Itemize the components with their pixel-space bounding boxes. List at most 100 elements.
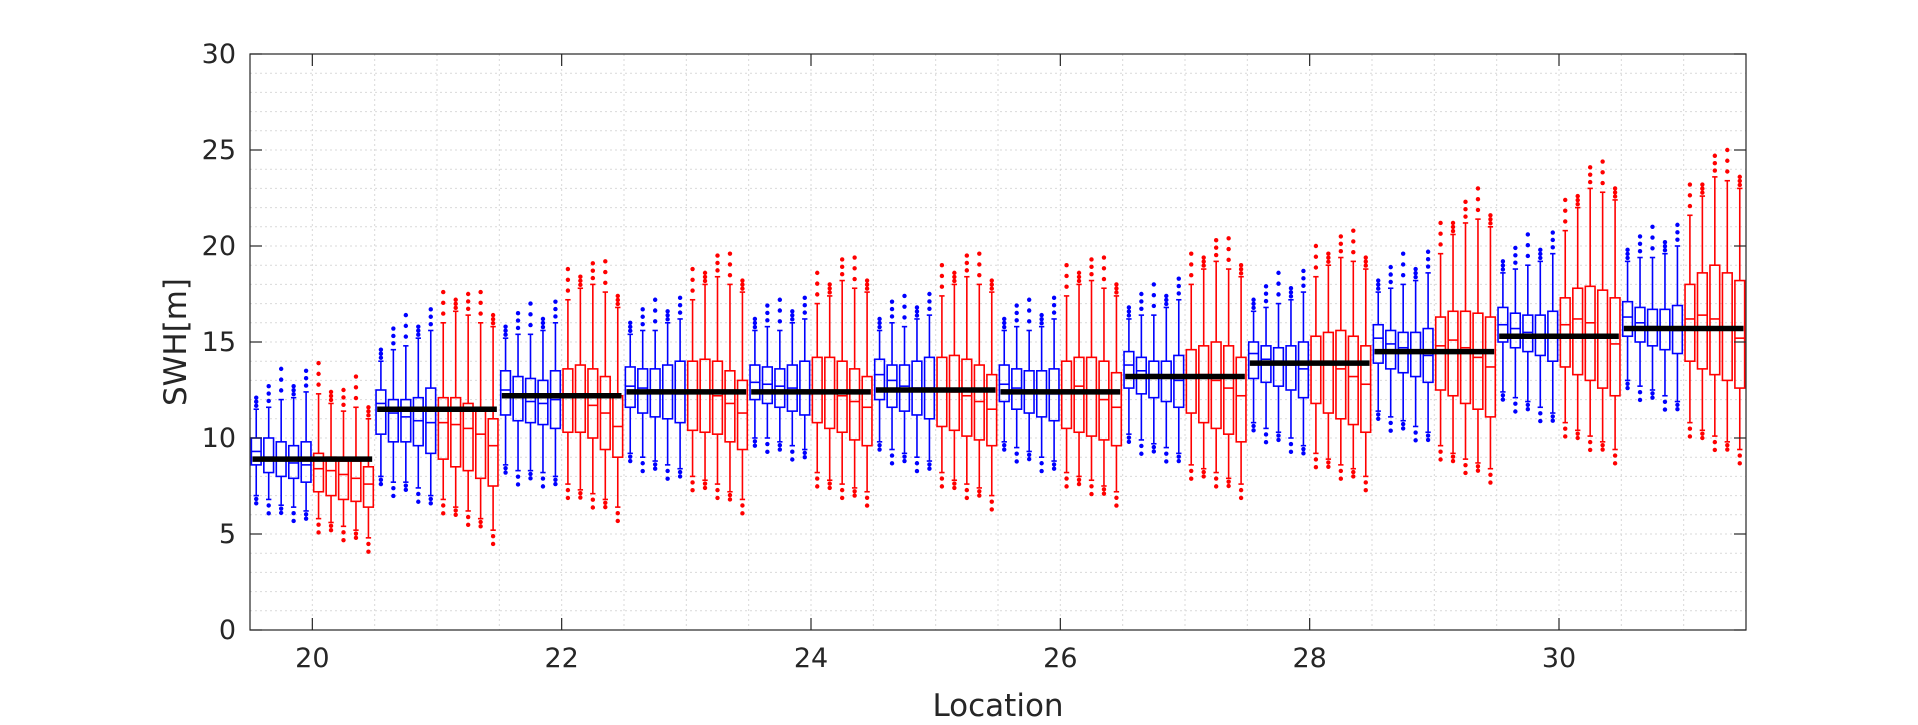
outlier-point	[927, 291, 932, 297]
box-plot	[549, 299, 562, 487]
outlier-point	[1164, 459, 1169, 464]
outlier-point	[1600, 443, 1605, 448]
outlier-point	[590, 275, 596, 281]
outlier-point	[1226, 236, 1231, 241]
outlier-point	[964, 268, 970, 273]
outlier-point	[852, 493, 857, 498]
outlier-point	[378, 351, 384, 356]
box-iqr	[1335, 329, 1347, 420]
box-iqr	[1734, 279, 1746, 389]
outlier-point	[1587, 447, 1593, 453]
box-iqr	[462, 402, 474, 472]
box-plot	[1098, 255, 1110, 496]
box-plot	[400, 312, 412, 493]
outlier-point	[1538, 411, 1543, 416]
box-plot	[736, 278, 749, 516]
box-iqr	[1584, 285, 1596, 382]
box-iqr	[1322, 331, 1335, 414]
box-plot	[1185, 251, 1197, 481]
outlier-point	[665, 313, 670, 318]
outlier-point	[1326, 259, 1331, 264]
outlier-point	[1538, 251, 1543, 257]
outlier-point	[328, 393, 334, 399]
box-plot	[1073, 270, 1085, 487]
box-iqr	[1472, 312, 1484, 411]
outlier-point	[802, 303, 807, 308]
outlier-point	[1563, 208, 1568, 213]
outlier-point	[416, 332, 421, 337]
box-plot	[499, 324, 512, 475]
outlier-point	[1051, 295, 1057, 301]
box-plot	[724, 251, 736, 502]
box-iqr	[587, 368, 599, 439]
box-plot	[786, 309, 798, 462]
outlier-point	[565, 288, 571, 293]
outlier-point	[1425, 249, 1431, 254]
outlier-point	[827, 282, 832, 287]
outlier-point	[503, 328, 508, 333]
box-iqr	[1297, 341, 1310, 399]
outlier-point	[752, 324, 758, 330]
y-tick-label: 0	[219, 615, 236, 646]
box-iqr	[686, 360, 699, 432]
box-plot	[1709, 153, 1721, 453]
outlier-point	[964, 487, 970, 493]
outlier-point	[1189, 476, 1194, 481]
outlier-point	[1425, 437, 1431, 443]
box-iqr	[312, 452, 325, 493]
outlier-point	[1126, 305, 1132, 310]
outlier-point	[914, 468, 920, 474]
outlier-point	[266, 383, 271, 389]
outlier-point	[727, 262, 733, 267]
box-plot	[1247, 297, 1260, 433]
outlier-point	[1463, 199, 1468, 205]
outlier-point	[827, 481, 832, 486]
box-plot	[848, 255, 861, 498]
y-tick-label: 25	[202, 135, 236, 166]
outlier-point	[1176, 283, 1181, 289]
box-plot	[587, 261, 599, 510]
outlier-point	[1014, 451, 1019, 456]
outlier-point	[1363, 480, 1368, 485]
outlier-point	[1176, 454, 1181, 459]
outlier-point	[441, 300, 446, 306]
outlier-point	[1575, 197, 1580, 203]
outlier-point	[1213, 252, 1219, 258]
outlier-point	[839, 257, 845, 262]
box-plot	[749, 316, 761, 448]
outlier-point	[1363, 255, 1368, 260]
outlier-point	[1276, 437, 1281, 443]
box-iqr	[1272, 346, 1285, 387]
outlier-point	[702, 278, 708, 284]
outlier-point	[1026, 308, 1032, 313]
outlier-point	[1388, 428, 1393, 433]
outlier-point	[1039, 312, 1044, 318]
outlier-point	[1513, 401, 1518, 406]
outlier-point	[353, 374, 359, 379]
box-plot	[599, 259, 611, 510]
outlier-point	[1026, 297, 1032, 302]
outlier-point	[1238, 495, 1244, 501]
outlier-point	[927, 299, 932, 304]
outlier-point	[889, 453, 895, 458]
outlier-point	[441, 503, 446, 508]
outlier-point	[1737, 461, 1742, 466]
outlier-point	[740, 503, 745, 508]
outlier-point	[1563, 426, 1568, 431]
outlier-point	[839, 487, 845, 493]
outlier-point	[690, 480, 695, 485]
outlier-point	[1226, 246, 1231, 252]
outlier-point	[802, 295, 807, 301]
outlier-point	[852, 255, 857, 260]
outlier-point	[1700, 186, 1705, 191]
outlier-point	[578, 495, 583, 500]
outlier-point	[1164, 297, 1169, 303]
outlier-point	[1438, 231, 1443, 236]
box-iqr	[1621, 300, 1634, 338]
outlier-point	[1276, 270, 1281, 276]
outlier-point	[1276, 292, 1281, 297]
outlier-point	[328, 389, 334, 395]
outlier-point	[428, 321, 433, 327]
outlier-point	[1014, 303, 1019, 308]
box-plot	[612, 293, 624, 524]
